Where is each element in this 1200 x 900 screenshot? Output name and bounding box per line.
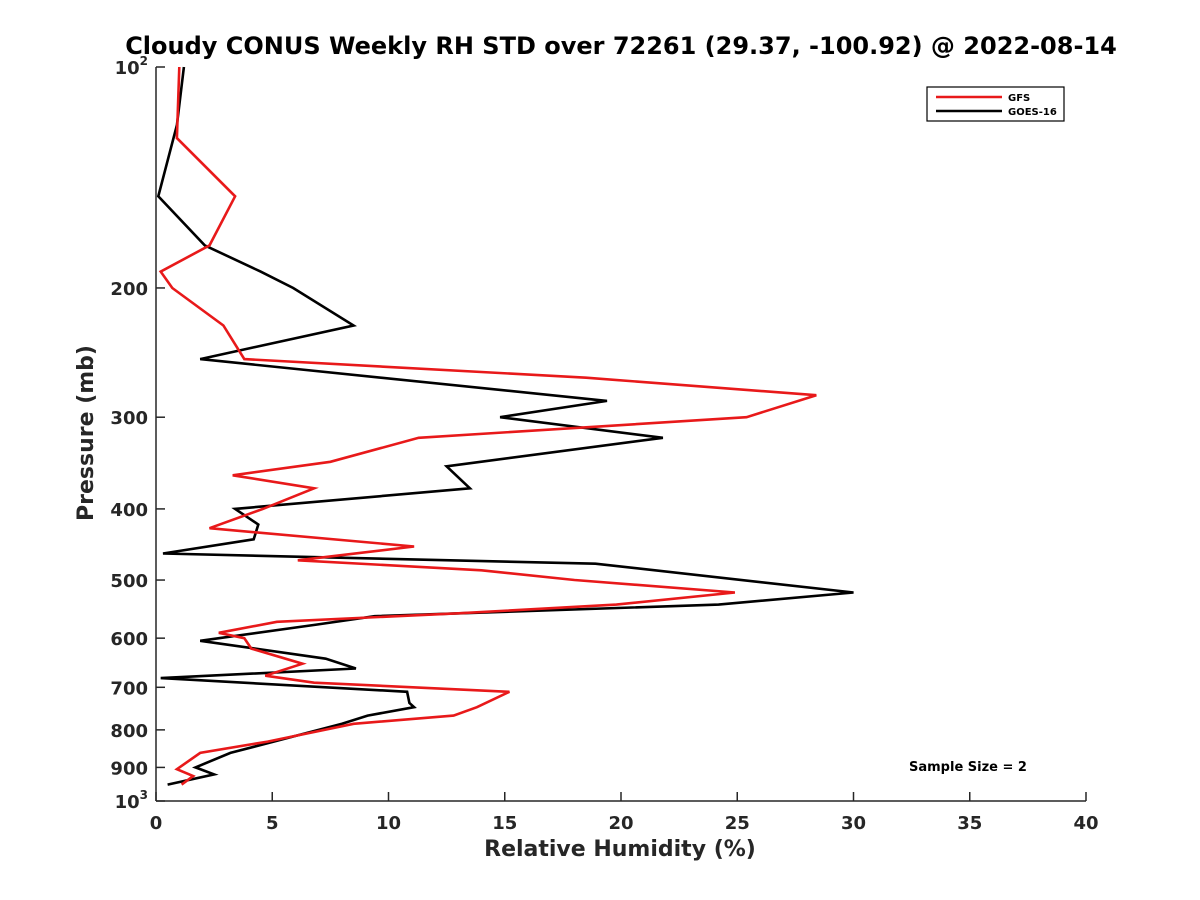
x-tick-label: 30 xyxy=(841,813,866,834)
x-axis-ticks: 0 5 10 15 20 25 30 35 40 xyxy=(150,792,1099,834)
x-tick-label: 10 xyxy=(376,813,401,834)
chart-title: Cloudy CONUS Weekly RH STD over 72261 (2… xyxy=(125,32,1117,60)
y-tick-label: 600 xyxy=(110,629,148,650)
y-tick-label: 500 xyxy=(110,571,148,592)
x-axis-label: Relative Humidity (%) xyxy=(484,837,756,862)
y-tick-label: 400 xyxy=(110,500,148,521)
x-tick-label: 40 xyxy=(1073,813,1098,834)
legend: GFS GOES-16 xyxy=(926,86,1065,122)
legend-label-goes16: GOES-16 xyxy=(1008,107,1057,118)
y-tick-base: 10 xyxy=(115,58,140,79)
x-tick-label: 15 xyxy=(492,813,517,834)
x-tick-label: 0 xyxy=(150,813,163,834)
y-tick-label: 800 xyxy=(110,721,148,742)
y-tick-exponent: 2 xyxy=(140,54,148,68)
series-group xyxy=(156,66,854,786)
y-tick-label: 300 xyxy=(110,408,148,429)
y-axis-label: Pressure (mb) xyxy=(74,345,99,521)
sample-size-annotation: Sample Size = 2 xyxy=(909,760,1027,775)
x-tick-label: 35 xyxy=(957,813,982,834)
x-tick-label: 5 xyxy=(266,813,279,834)
y-tick-label: 102 xyxy=(115,54,148,79)
y-tick-label: 200 xyxy=(110,279,148,300)
legend-box xyxy=(926,86,1065,122)
legend-label-gfs: GFS xyxy=(1008,93,1030,104)
y-tick-label: 103 xyxy=(115,788,148,813)
y-tick-label: 900 xyxy=(110,758,148,779)
y-tick-label: 700 xyxy=(110,678,148,699)
x-tick-label: 20 xyxy=(608,813,633,834)
series-line-gfs xyxy=(158,66,817,786)
y-tick-exponent: 3 xyxy=(140,788,148,802)
y-tick-base: 10 xyxy=(115,792,140,813)
x-tick-label: 25 xyxy=(725,813,750,834)
series-line-goes16 xyxy=(156,66,854,786)
